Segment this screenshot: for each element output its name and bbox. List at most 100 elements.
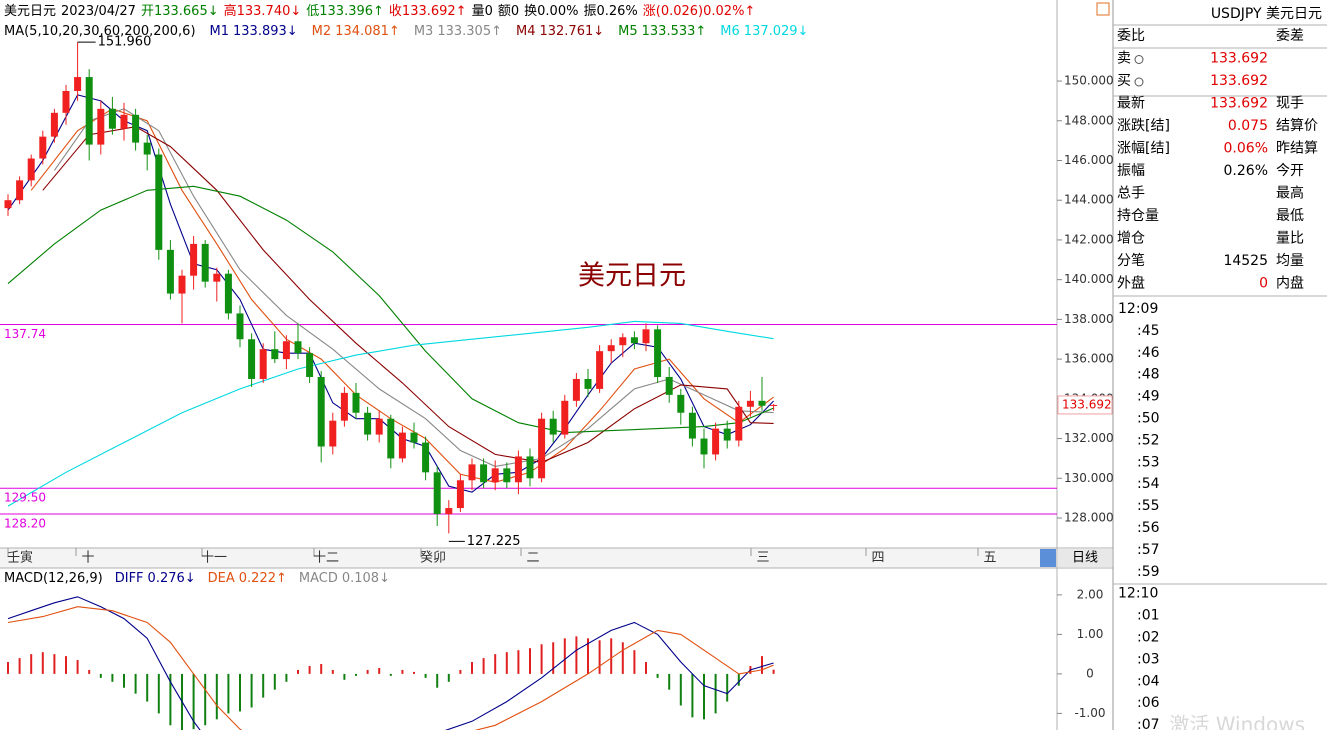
ma-value: 133.893↓ [233, 24, 298, 39]
candle-body [630, 337, 638, 344]
row-icon [1134, 77, 1144, 87]
candle-body [410, 432, 418, 443]
candle-body [735, 406, 743, 441]
y-tick-label: 0 [1086, 666, 1094, 680]
candle-body [445, 508, 453, 515]
time-tick: :49 [1137, 389, 1160, 405]
ma-value: 132.761↓ [539, 24, 604, 39]
candle-body [224, 273, 232, 314]
candle-body [619, 337, 627, 346]
time-tick: :54 [1137, 476, 1160, 492]
y-tick-label: 132.000 [1064, 431, 1114, 445]
x-tick-label: 十 [81, 551, 94, 566]
time-tick: :03 [1137, 651, 1160, 667]
row-value: 133.692 [1210, 51, 1268, 67]
ma-value: 134.081↑ [335, 24, 400, 39]
diff-line [7, 596, 774, 730]
candle-body [723, 428, 731, 441]
ma-name: M5 [618, 24, 638, 39]
scroll-button[interactable] [1040, 549, 1056, 567]
header-item: 换0.00% [524, 4, 578, 19]
price-plot [0, 42, 1057, 534]
candle-body [700, 438, 708, 455]
ma-line [30, 108, 774, 483]
time-tick: :45 [1137, 323, 1160, 339]
macd-title: MACD(12,26,9) [4, 571, 103, 586]
candle-body [596, 351, 604, 389]
time-tick: :56 [1137, 520, 1160, 536]
x-tick-label: 十一 [201, 551, 227, 566]
candle-body [677, 394, 685, 413]
header-item: 涨(0.026)0.02%↑ [643, 4, 756, 19]
time-tick: :01 [1137, 608, 1160, 624]
period-button[interactable]: 日线 [1072, 551, 1098, 566]
row-label: 卖 [1117, 51, 1131, 67]
time-tick: 12:09 [1118, 301, 1158, 317]
x-tick-label: 壬寅 [7, 550, 33, 566]
y-tick-label: 148.000 [1064, 113, 1114, 127]
candle-body [16, 180, 24, 201]
candle-body [85, 77, 93, 145]
time-tick: :59 [1137, 564, 1160, 580]
candle-body [514, 456, 522, 483]
macd-name: DEA [208, 571, 235, 586]
ma-legend: MA(5,10,20,30,60,200,200,6) M1 133.893↓ M2 1… [4, 24, 808, 39]
candle-body [584, 378, 592, 389]
macd-value: 0.222↑ [239, 571, 287, 586]
period-button-bg[interactable] [1058, 549, 1112, 567]
y-tick-label: 142.000 [1064, 232, 1114, 246]
ma-line [7, 320, 774, 507]
horizontal-line-label: 129.50 [4, 491, 46, 505]
row-label: 增仓 [1117, 231, 1145, 247]
candle-body [654, 329, 662, 377]
y-tick-label: -1.00 [1074, 706, 1105, 720]
ma-value: 133.305↑ [437, 24, 502, 39]
candle-body [4, 200, 12, 209]
row-value: 133.692 [1210, 96, 1268, 112]
ma-title: MA(5,10,20,30,60,200,200,6) [4, 24, 196, 39]
candle-body [259, 349, 267, 379]
candle-body [758, 400, 766, 406]
time-tick: :07 [1137, 717, 1160, 730]
row-value: 0 [1259, 276, 1268, 292]
candle-body [422, 442, 430, 473]
candle-body [236, 313, 244, 340]
candle-body [538, 418, 546, 479]
row-value: 14525 [1223, 253, 1268, 269]
header-item: 收133.692↑ [389, 4, 467, 19]
window-icon[interactable] [1096, 2, 1110, 16]
ma-name: M1 [210, 24, 230, 39]
horizontal-line-label: 128.20 [4, 517, 46, 531]
panel-title: USDJPY 美元日元 [1211, 6, 1322, 22]
ma-value: 137.029↓ [744, 24, 809, 39]
candle-body [456, 480, 464, 509]
watermark: 激活 Windows [1169, 713, 1305, 730]
row-label: 委比 [1117, 28, 1145, 44]
candle-body [201, 243, 209, 282]
time-tick: :04 [1137, 673, 1160, 689]
candle-body [364, 412, 372, 435]
ma-name: M4 [516, 24, 536, 39]
row-right: 最高 [1276, 185, 1304, 202]
x-tick-label: 十二 [313, 551, 339, 566]
header-item: 额0 [498, 4, 519, 19]
candle-body [433, 472, 441, 515]
row-label: 买 [1117, 73, 1131, 89]
y-tick-label: 1.00 [1077, 627, 1104, 641]
candle-body [27, 158, 35, 181]
time-tick: 12:10 [1118, 586, 1158, 602]
candle-body [97, 108, 105, 145]
last-price: 133.692 [1062, 397, 1112, 411]
candle-body [166, 249, 174, 294]
row-label: 涨幅[结] [1117, 141, 1170, 157]
candle-body [503, 468, 511, 483]
candle-body [561, 400, 569, 435]
y-tick-label: 2.00 [1077, 587, 1104, 601]
macd-value: 0.108↓ [342, 571, 390, 586]
x-tick-label: 癸卯 [420, 551, 446, 566]
candle-body [39, 136, 47, 159]
time-tick: :02 [1137, 630, 1160, 646]
candle-body [248, 339, 256, 379]
